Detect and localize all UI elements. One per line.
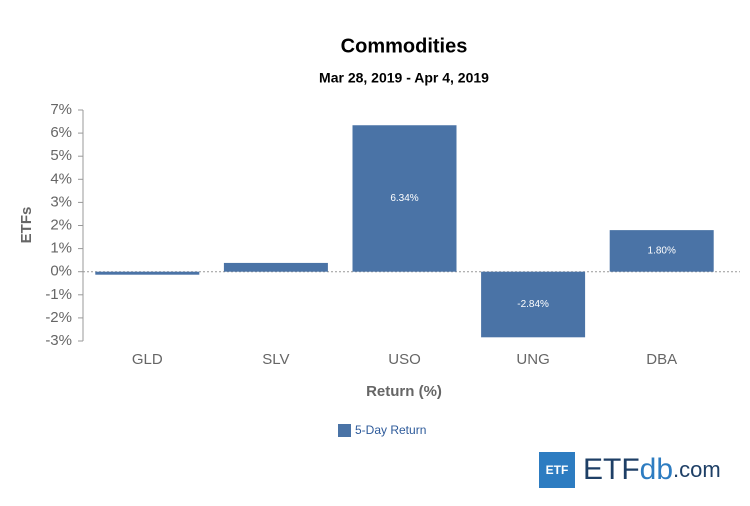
chart-subtitle: Mar 28, 2019 - Apr 4, 2019 [319,70,489,86]
x-tick-label: GLD [132,351,163,368]
y-tick-label: 5% [50,147,72,164]
legend-swatch [338,424,351,437]
chart-title: Commodities [341,35,468,57]
data-label: 6.34% [390,193,418,204]
bar [481,271,586,338]
y-tick-label: 2% [50,216,72,233]
y-tick-label: 4% [50,170,72,187]
y-tick-label: 1% [50,240,72,257]
logo-badge [539,452,575,488]
y-tick-label: 6% [50,124,72,141]
logo-name: ETF [583,453,640,486]
bar [223,262,328,272]
y-tick-label: -1% [45,286,72,303]
y-axis-title: ETFs [18,207,35,244]
logo-text: ETFdb.com [583,453,721,486]
bar [609,230,714,272]
bar [95,271,200,275]
logo: ETF ETFdb.com [539,452,721,488]
data-label: -2.84% [517,299,549,310]
x-tick-label: SLV [262,351,289,368]
logo-domain: .com [673,457,721,482]
data-label: 1.80% [648,246,676,257]
x-tick-label: USO [388,351,421,368]
x-axis-title: Return (%) [366,383,442,400]
x-tick-label: UNG [516,351,549,368]
legend-label: 5-Day Return [355,423,426,437]
y-tick-label: 3% [50,193,72,210]
bar [352,125,457,272]
y-tick-label: 0% [50,263,72,280]
x-tick-label: DBA [646,351,677,368]
y-tick-label: 7% [50,101,72,118]
logo-badge-text: ETF [546,463,569,477]
y-tick-label: -2% [45,309,72,326]
y-tick-label: -3% [45,332,72,349]
logo-suffix: db [640,453,673,486]
